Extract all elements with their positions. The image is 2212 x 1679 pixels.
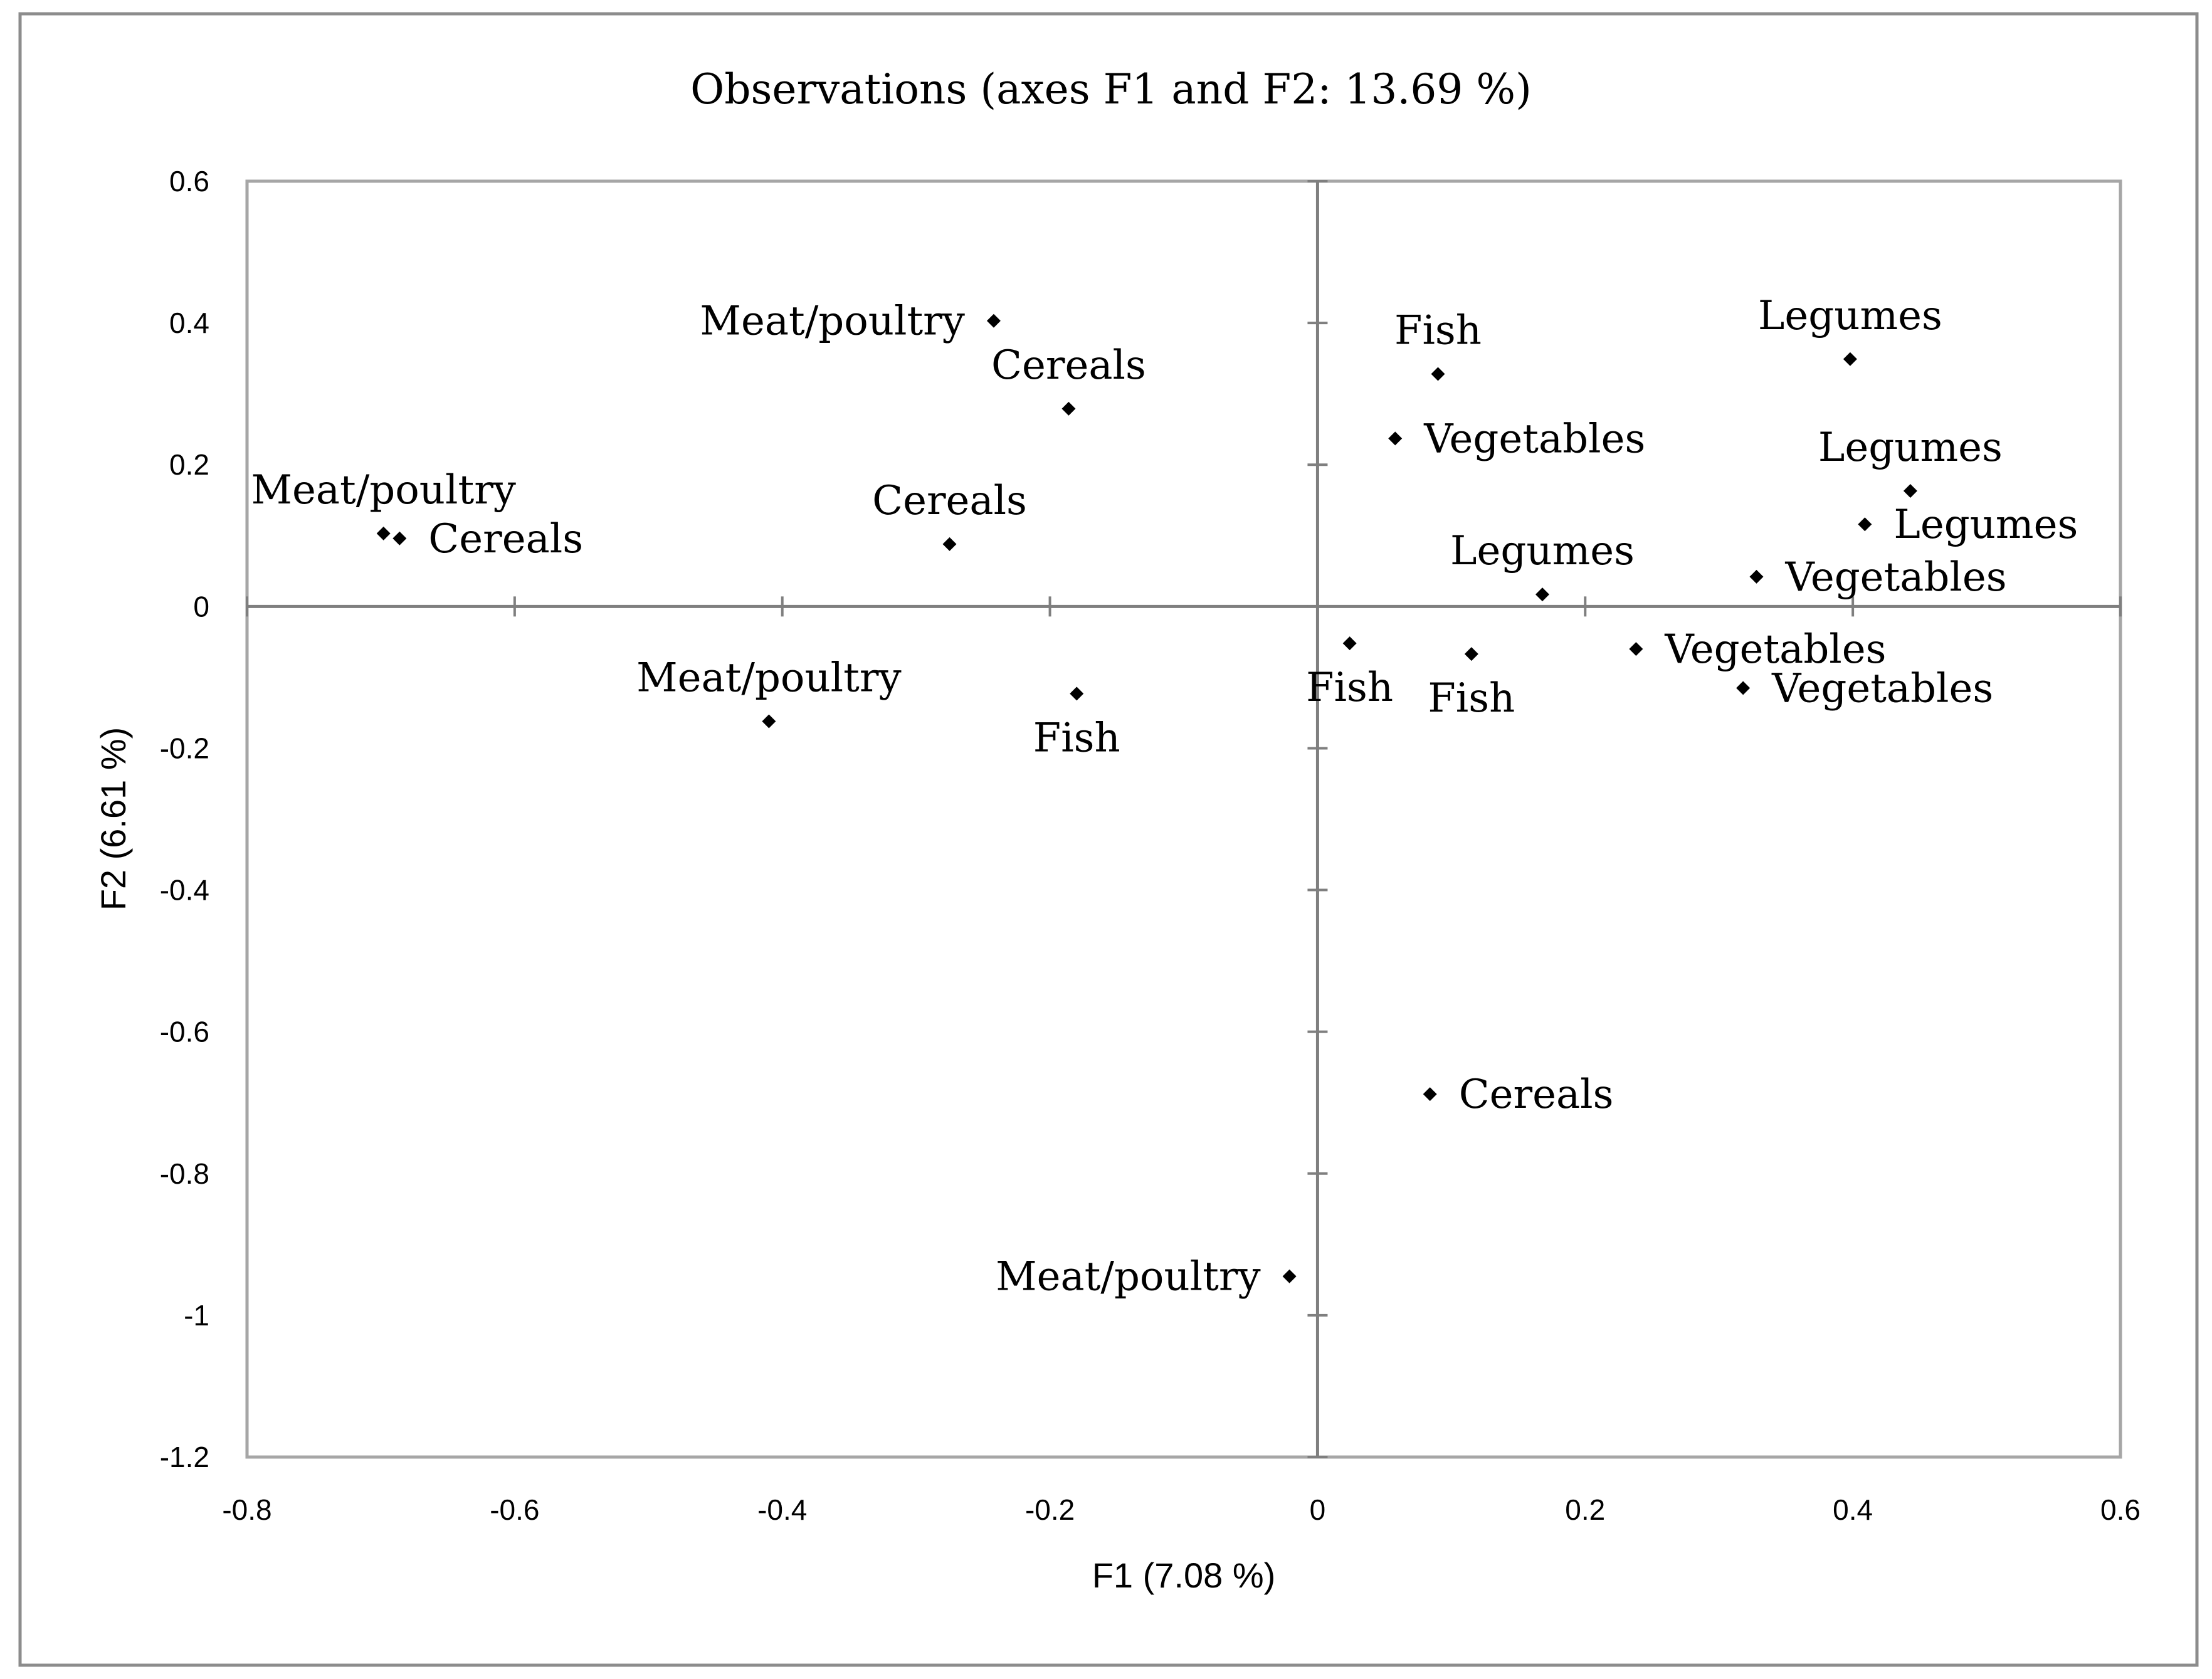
data-points <box>376 313 1917 1283</box>
chart-title: Observations (axes F1 and F2: 13.69 %) <box>690 65 1532 113</box>
data-point <box>1423 1087 1437 1102</box>
data-point <box>1061 401 1076 416</box>
point-label: Legumes <box>1450 528 1635 574</box>
point-label: Vegetables <box>1664 626 1886 673</box>
data-point <box>1858 517 1872 532</box>
x-tick-label: 0 <box>1310 1493 1326 1526</box>
y-tick-label: -0.4 <box>160 874 209 907</box>
y-tick-label: 0.2 <box>169 448 209 481</box>
point-label: Legumes <box>1818 424 2003 471</box>
point-label: Cereals <box>872 478 1027 524</box>
zero-axes <box>247 181 2120 1457</box>
x-tick-label: -0.4 <box>757 1493 807 1526</box>
plot-area <box>245 179 2122 1459</box>
x-tick-label: 0.6 <box>2100 1493 2141 1526</box>
data-point <box>1070 687 1084 701</box>
y-tick-label: 0.6 <box>169 165 209 197</box>
data-point <box>392 531 407 545</box>
point-label: Legumes <box>1893 502 2078 548</box>
x-tick-label: 0.2 <box>1565 1493 1605 1526</box>
data-point <box>942 537 957 551</box>
data-point <box>1282 1269 1297 1283</box>
point-label: Cereals <box>991 342 1146 389</box>
y-tick-label: -1.2 <box>160 1441 209 1473</box>
tick-labels: 0.6 0.4 0.2 0 -0.2 -0.4 -0.6 -0.8 -1 -1.2 -0.8 -0.6… <box>160 165 2141 1526</box>
data-point <box>1843 352 1857 366</box>
y-axis-title: F2 (6.61 %) <box>93 727 133 911</box>
chart-frame <box>18 12 2199 1667</box>
point-label: Legumes <box>1758 293 1942 339</box>
point-label: Fish <box>1428 675 1515 722</box>
x-axis-title: F1 (7.08 %) <box>1092 1555 1276 1595</box>
y-tick-label: -0.6 <box>160 1016 209 1048</box>
data-point <box>1388 431 1403 446</box>
point-label: Cereals <box>1459 1071 1614 1118</box>
y-tick-label: -0.2 <box>160 732 209 764</box>
point-label: Meat/poultry <box>636 655 902 701</box>
data-point <box>1431 367 1445 381</box>
point-label: Fish <box>1033 715 1120 761</box>
data-point <box>1629 642 1643 656</box>
data-point <box>1535 587 1549 602</box>
data-point <box>1903 484 1917 498</box>
data-point <box>1342 636 1357 651</box>
x-tick-label: -0.8 <box>222 1493 271 1526</box>
data-point <box>1736 681 1751 695</box>
y-tick-label: 0 <box>193 590 209 623</box>
x-tick-label: -0.6 <box>490 1493 539 1526</box>
x-tick-label: -0.2 <box>1025 1493 1075 1526</box>
data-point <box>1464 647 1478 661</box>
point-label: Meat/poultry <box>700 298 965 345</box>
point-label: Fish <box>1306 665 1393 711</box>
y-tick-label: 0.4 <box>169 307 209 339</box>
y-tick-label: -1 <box>184 1299 209 1332</box>
point-label: Meat/poultry <box>996 1254 1261 1300</box>
point-label: Vegetables <box>1771 665 1993 712</box>
data-point <box>762 714 776 729</box>
point-label: Vegetables <box>1423 416 1645 462</box>
x-tick-label: 0.4 <box>1833 1493 1873 1526</box>
data-point <box>1749 569 1764 584</box>
point-labels: Meat/poultryCerealsMeat/poultryCerealsCe… <box>251 293 2078 1300</box>
point-label: Meat/poultry <box>251 467 516 513</box>
point-label: Vegetables <box>1784 554 2006 601</box>
point-label: Cereals <box>428 516 583 562</box>
data-point <box>986 313 1001 328</box>
y-tick-label: -0.8 <box>160 1157 209 1190</box>
point-label: Fish <box>1394 308 1482 354</box>
data-point <box>376 526 391 540</box>
